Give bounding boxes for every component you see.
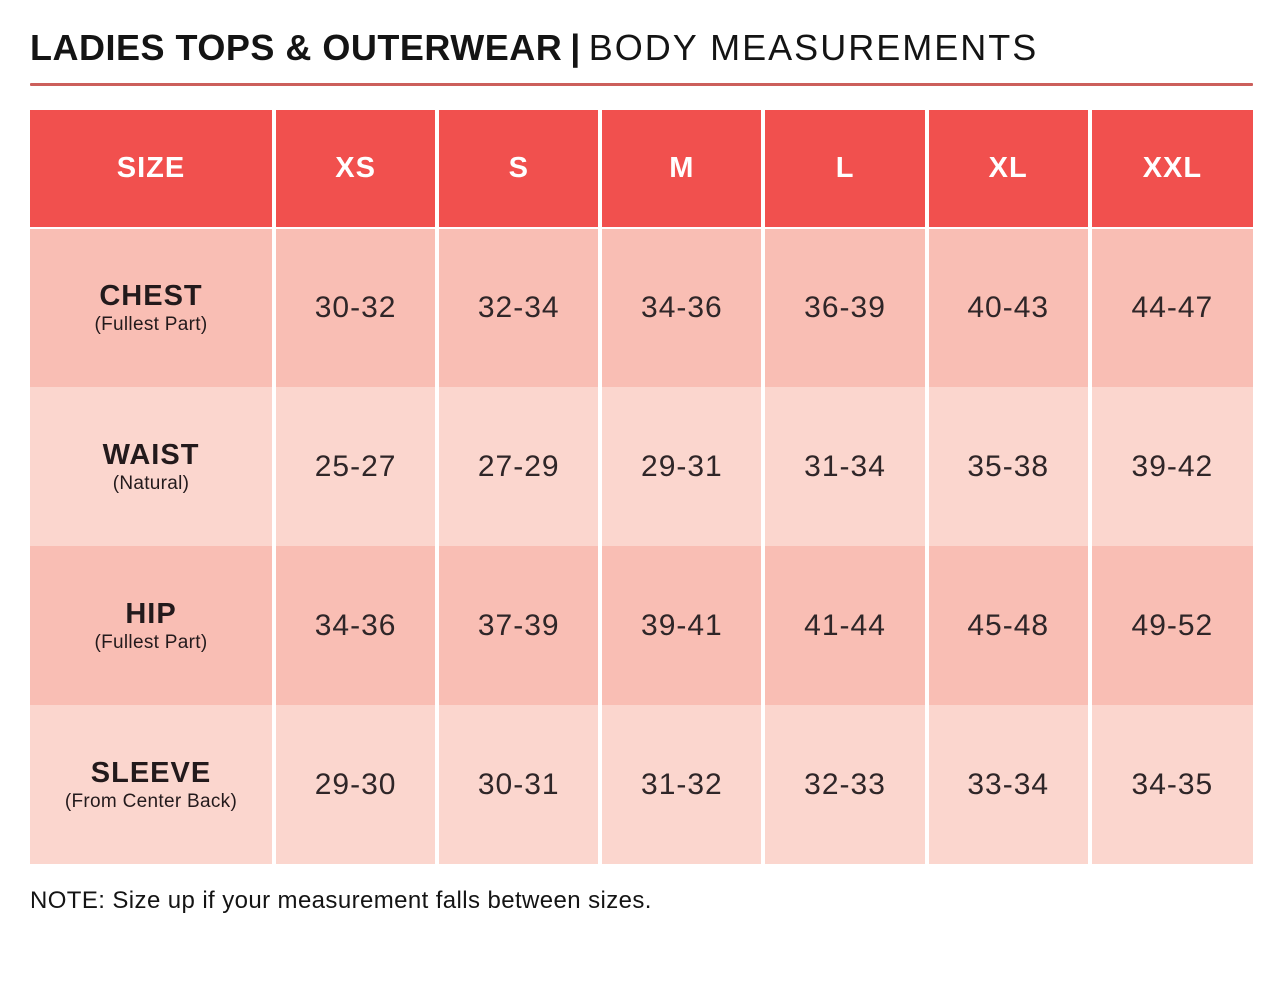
- row-label: SLEEVE: [90, 756, 212, 789]
- cell-sleeve-xl: 33-34: [924, 705, 1090, 864]
- cell-hip-m: 39-41: [598, 546, 764, 705]
- column-header-s: S: [435, 110, 601, 229]
- table-row-waist: WAIST (Natural) 25-27 27-29 29-31 31-34 …: [30, 387, 1253, 546]
- cell-waist-xl: 35-38: [924, 387, 1090, 546]
- title-divider: [30, 83, 1253, 86]
- cell-hip-xxl: 49-52: [1087, 546, 1253, 705]
- table-row-chest: CHEST (Fullest Part) 30-32 32-34 34-36 3…: [30, 228, 1253, 387]
- column-header-xxl: XXL: [1087, 110, 1253, 229]
- row-label: WAIST: [102, 438, 200, 471]
- size-chart-table: SIZE XS S M L XL XXL CHEST (Fullest Part…: [30, 110, 1253, 864]
- column-header-xl: XL: [924, 110, 1090, 229]
- row-sublabel: (Fullest Part): [94, 631, 208, 653]
- cell-hip-xs: 34-36: [271, 546, 438, 705]
- row-sublabel: (From Center Back): [64, 790, 238, 812]
- title-separator: |: [570, 27, 581, 68]
- cell-hip-xl: 45-48: [924, 546, 1090, 705]
- cell-waist-l: 31-34: [761, 387, 927, 546]
- cell-hip-s: 37-39: [435, 546, 601, 705]
- cell-waist-s: 27-29: [435, 387, 601, 546]
- cell-sleeve-s: 30-31: [435, 705, 601, 864]
- cell-waist-xs: 25-27: [271, 387, 438, 546]
- row-sublabel: (Fullest Part): [94, 314, 208, 335]
- cell-sleeve-xxl: 34-35: [1087, 705, 1253, 864]
- cell-chest-s: 32-34: [435, 228, 601, 387]
- note-text: NOTE: Size up if your measurement falls …: [30, 887, 652, 914]
- cell-chest-l: 36-39: [761, 228, 927, 387]
- column-header-l: L: [761, 110, 927, 229]
- table-row-sleeve: SLEEVE (From Center Back) 29-30 30-31 31…: [30, 705, 1253, 864]
- cell-chest-xl: 40-43: [924, 228, 1090, 387]
- title-category: LADIES TOPS & OUTERWEAR: [30, 27, 563, 68]
- column-header-xs: XS: [271, 110, 438, 229]
- cell-sleeve-m: 31-32: [598, 705, 764, 864]
- cell-sleeve-l: 32-33: [761, 705, 927, 864]
- cell-hip-l: 41-44: [761, 546, 927, 705]
- column-header-m: M: [598, 110, 764, 229]
- cell-sleeve-xs: 29-30: [271, 705, 438, 864]
- row-header-sleeve: SLEEVE (From Center Back): [30, 705, 274, 864]
- table-header-row: SIZE XS S M L XL XXL: [30, 110, 1253, 229]
- table-row-hip: HIP (Fullest Part) 34-36 37-39 39-41 41-…: [30, 546, 1253, 705]
- row-header-chest: CHEST (Fullest Part): [30, 228, 274, 387]
- cell-chest-m: 34-36: [598, 228, 764, 387]
- row-header-waist: WAIST (Natural): [30, 387, 274, 546]
- cell-chest-xs: 30-32: [271, 228, 438, 387]
- row-sublabel: (Natural): [112, 472, 190, 494]
- title-subtitle: BODY MEASUREMENTS: [588, 27, 1039, 68]
- column-header-size: SIZE: [30, 110, 274, 229]
- cell-waist-m: 29-31: [598, 387, 764, 546]
- cell-chest-xxl: 44-47: [1087, 228, 1253, 387]
- page-title: LADIES TOPS & OUTERWEAR | BODY MEASUREMENT…: [30, 28, 1253, 68]
- row-label: HIP: [125, 597, 177, 630]
- cell-waist-xxl: 39-42: [1087, 387, 1253, 546]
- row-header-hip: HIP (Fullest Part): [30, 546, 274, 705]
- row-label: CHEST: [99, 280, 203, 312]
